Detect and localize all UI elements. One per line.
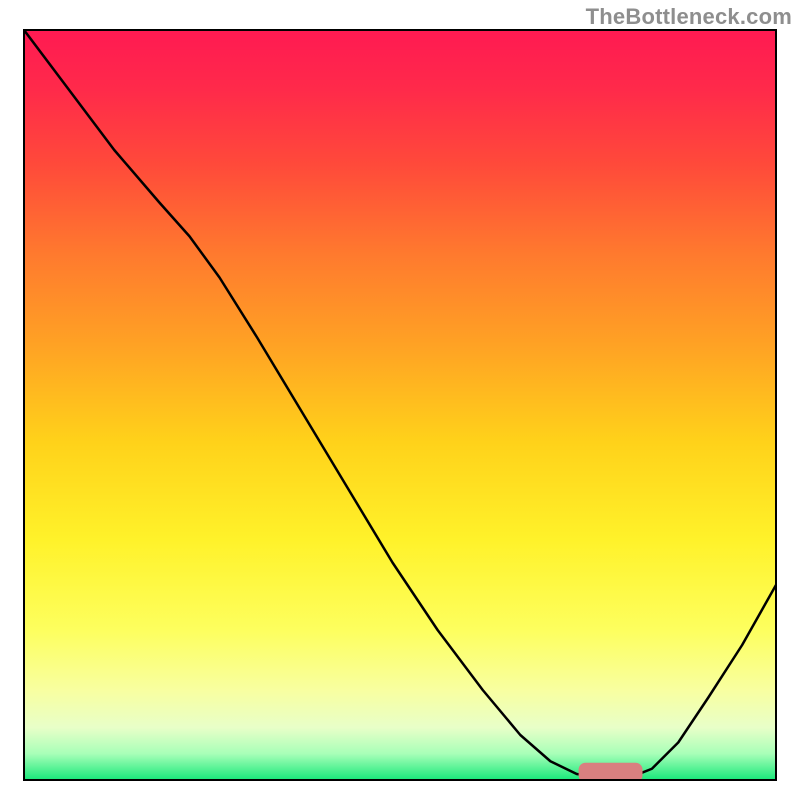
plot-area <box>24 30 776 782</box>
bottleneck-chart <box>0 0 800 800</box>
figure-root: TheBottleneck.com <box>0 0 800 800</box>
gradient-fill <box>24 30 776 780</box>
watermark-text: TheBottleneck.com <box>586 4 792 30</box>
